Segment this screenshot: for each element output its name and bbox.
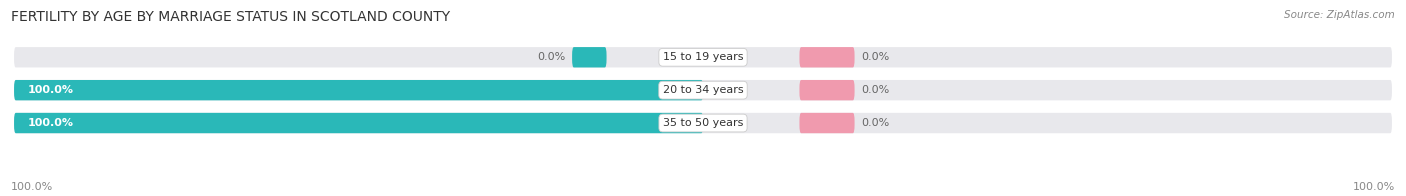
Text: Source: ZipAtlas.com: Source: ZipAtlas.com (1284, 10, 1395, 20)
Text: 35 to 50 years: 35 to 50 years (662, 118, 744, 128)
Text: 100.0%: 100.0% (28, 85, 75, 95)
FancyBboxPatch shape (800, 47, 855, 67)
FancyBboxPatch shape (14, 47, 1392, 67)
FancyBboxPatch shape (14, 113, 1392, 133)
Text: FERTILITY BY AGE BY MARRIAGE STATUS IN SCOTLAND COUNTY: FERTILITY BY AGE BY MARRIAGE STATUS IN S… (11, 10, 450, 24)
Text: 0.0%: 0.0% (862, 52, 890, 62)
Text: 0.0%: 0.0% (862, 118, 890, 128)
FancyBboxPatch shape (14, 80, 1392, 100)
FancyBboxPatch shape (800, 80, 855, 100)
Text: 0.0%: 0.0% (862, 85, 890, 95)
FancyBboxPatch shape (572, 47, 606, 67)
Text: 100.0%: 100.0% (1353, 182, 1395, 192)
FancyBboxPatch shape (14, 113, 703, 133)
Text: 100.0%: 100.0% (11, 182, 53, 192)
Text: 15 to 19 years: 15 to 19 years (662, 52, 744, 62)
FancyBboxPatch shape (800, 113, 855, 133)
Text: 100.0%: 100.0% (28, 118, 75, 128)
Text: 0.0%: 0.0% (537, 52, 565, 62)
FancyBboxPatch shape (14, 80, 703, 100)
Text: 20 to 34 years: 20 to 34 years (662, 85, 744, 95)
